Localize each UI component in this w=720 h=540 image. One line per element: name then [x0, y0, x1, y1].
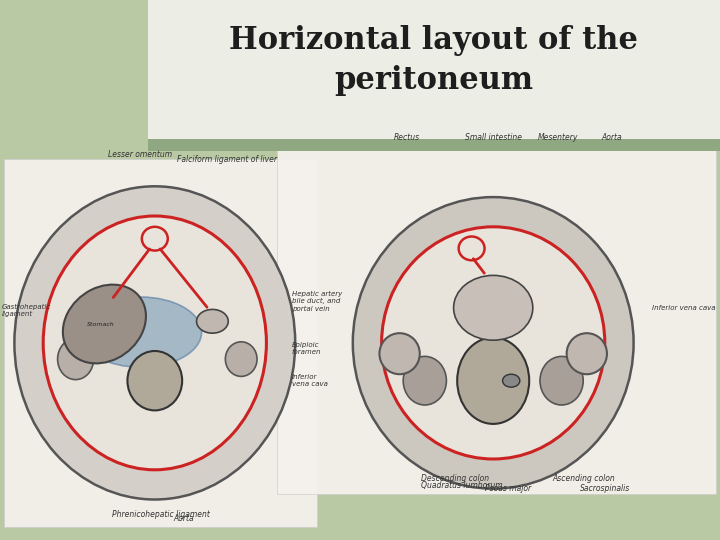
Text: Hepatic artery
bile duct, and
portal vein: Hepatic artery bile duct, and portal vei… [292, 291, 342, 312]
Ellipse shape [43, 216, 266, 470]
Ellipse shape [567, 333, 607, 374]
Bar [4, 159, 317, 526]
Text: Ascending colon: Ascending colon [553, 474, 616, 483]
Text: Inferior
vena cava: Inferior vena cava [292, 374, 328, 387]
Circle shape [197, 309, 228, 333]
Ellipse shape [127, 351, 182, 410]
Ellipse shape [454, 275, 533, 340]
Text: Phrenicohepatic ligament: Phrenicohepatic ligament [112, 510, 210, 519]
Ellipse shape [379, 333, 420, 374]
Circle shape [503, 374, 520, 387]
Text: Lesser omentum: Lesser omentum [108, 150, 173, 159]
Text: Rectus: Rectus [394, 133, 420, 143]
Text: Falciform ligament of liver: Falciform ligament of liver [177, 155, 276, 164]
Ellipse shape [63, 285, 146, 363]
Text: Horizontal layout of the
peritoneum: Horizontal layout of the peritoneum [229, 25, 639, 96]
Text: Small intestine: Small intestine [464, 133, 522, 143]
Ellipse shape [382, 227, 605, 459]
Ellipse shape [540, 356, 583, 405]
Ellipse shape [457, 338, 529, 424]
Ellipse shape [403, 356, 446, 405]
Bar [277, 143, 716, 494]
Text: Epiploic
foramen: Epiploic foramen [292, 342, 321, 355]
Text: Aorta: Aorta [174, 514, 194, 523]
Ellipse shape [142, 227, 168, 251]
Text: Stomach: Stomach [87, 321, 114, 327]
Ellipse shape [353, 197, 634, 489]
Ellipse shape [459, 237, 485, 260]
Ellipse shape [58, 339, 94, 380]
Text: Mesentery: Mesentery [538, 133, 578, 143]
Bar [148, 0, 720, 151]
Text: Quadratus lumborum: Quadratus lumborum [421, 481, 503, 490]
Bar [148, 139, 720, 151]
Ellipse shape [79, 297, 202, 367]
Text: Descending colon: Descending colon [421, 474, 490, 483]
Text: Gastrohepatic
ligament: Gastrohepatic ligament [2, 303, 51, 317]
Text: Sacrospinalis: Sacrospinalis [580, 484, 630, 493]
Text: Aorta: Aorta [602, 133, 622, 143]
Ellipse shape [14, 186, 295, 500]
Text: Inferior vena cava: Inferior vena cava [652, 306, 715, 312]
Ellipse shape [225, 342, 257, 376]
Text: Psoas major: Psoas major [485, 484, 531, 493]
